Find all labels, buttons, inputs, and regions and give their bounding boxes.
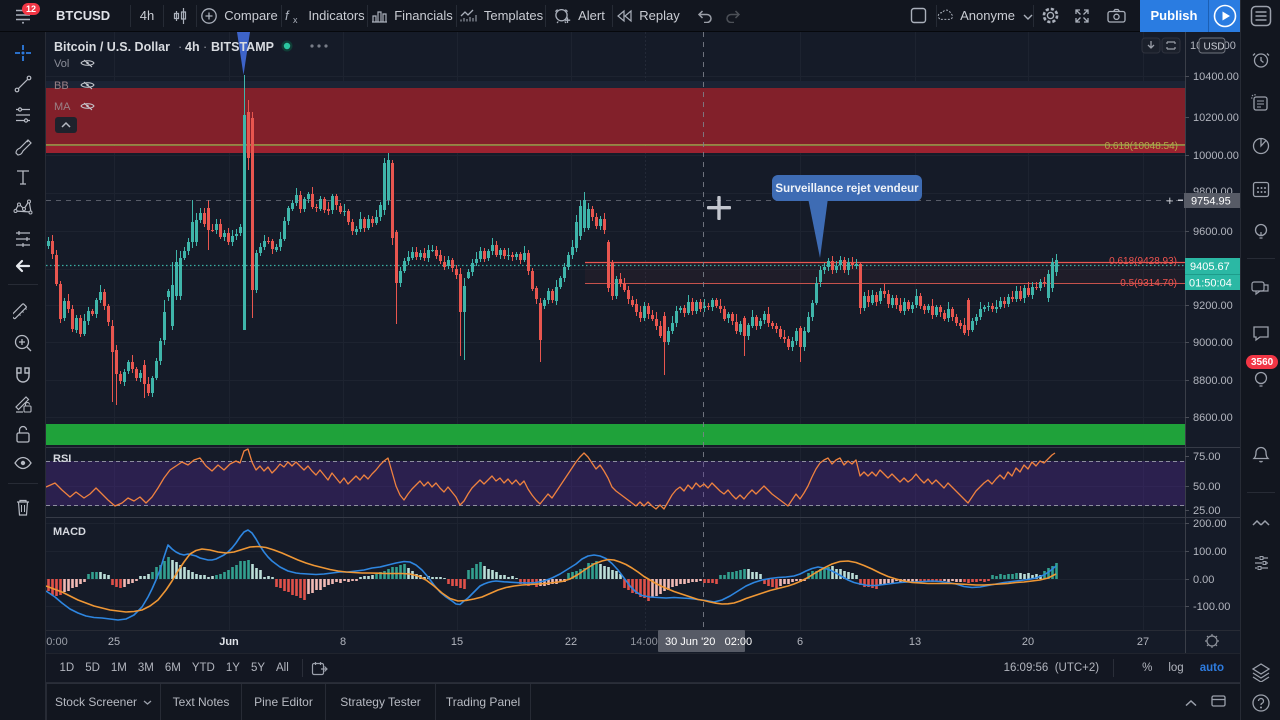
- svg-text:Surveillance rejet vendeur: Surveillance rejet vendeur: [775, 183, 919, 195]
- svg-text:100.00: 100.00: [1193, 546, 1227, 558]
- svg-text:200.00: 200.00: [1193, 518, 1227, 530]
- svg-text:75.00: 75.00: [1193, 451, 1221, 463]
- svg-text:BB: BB: [54, 80, 69, 92]
- svg-text:0:00: 0:00: [46, 636, 67, 648]
- svg-text:0.00: 0.00: [1193, 574, 1214, 586]
- svg-text:MA: MA: [54, 101, 71, 113]
- svg-text:9600.00: 9600.00: [1193, 226, 1233, 238]
- svg-text:0.5(9314.70): 0.5(9314.70): [1120, 278, 1177, 289]
- svg-text:MACD: MACD: [53, 526, 86, 538]
- svg-text:20: 20: [1022, 636, 1034, 648]
- svg-text:0.618(10048.54): 0.618(10048.54): [1105, 141, 1178, 152]
- svg-text:27: 27: [1137, 636, 1149, 648]
- svg-text:50.00: 50.00: [1193, 481, 1221, 493]
- svg-text:0.618(9428.93): 0.618(9428.93): [1109, 256, 1177, 267]
- svg-text:4h: 4h: [185, 40, 200, 54]
- svg-text:6: 6: [797, 636, 803, 648]
- svg-text:25.00: 25.00: [1193, 505, 1221, 517]
- svg-text:9754.95: 9754.95: [1191, 196, 1231, 208]
- svg-text:10000.00: 10000.00: [1193, 150, 1239, 162]
- svg-text:9000.00: 9000.00: [1193, 337, 1233, 349]
- svg-text:13: 13: [909, 636, 921, 648]
- svg-text:USD: USD: [1204, 42, 1225, 53]
- svg-text:-100.00: -100.00: [1193, 601, 1230, 613]
- svg-text:·: ·: [178, 40, 182, 54]
- svg-text:Vol: Vol: [54, 58, 69, 70]
- svg-text:9200.00: 9200.00: [1193, 300, 1233, 312]
- svg-text:14:00: 14:00: [630, 636, 658, 648]
- svg-text:RSI: RSI: [53, 453, 71, 465]
- svg-text:25: 25: [108, 636, 120, 648]
- svg-text:10400.00: 10400.00: [1193, 71, 1239, 83]
- svg-text:+: +: [1166, 193, 1174, 208]
- svg-text:8: 8: [340, 636, 346, 648]
- svg-text:BITSTAMP: BITSTAMP: [211, 40, 274, 54]
- svg-text:Bitcoin / U.S. Dollar: Bitcoin / U.S. Dollar: [54, 40, 170, 54]
- svg-text:22: 22: [565, 636, 577, 648]
- svg-text:8800.00: 8800.00: [1193, 375, 1233, 387]
- svg-text:·: ·: [203, 40, 207, 54]
- svg-text:Jun: Jun: [219, 636, 239, 648]
- svg-text:30 Jun '20 02:00: 30 Jun '20 02:00: [665, 636, 752, 648]
- svg-text:x: x: [293, 15, 298, 24]
- svg-text:01:50:04: 01:50:04: [1189, 278, 1232, 290]
- svg-text:9405.67: 9405.67: [1190, 261, 1230, 273]
- svg-text:f: f: [285, 8, 290, 23]
- svg-text:15: 15: [451, 636, 463, 648]
- svg-text:8600.00: 8600.00: [1193, 412, 1233, 424]
- svg-text:10200.00: 10200.00: [1193, 112, 1239, 124]
